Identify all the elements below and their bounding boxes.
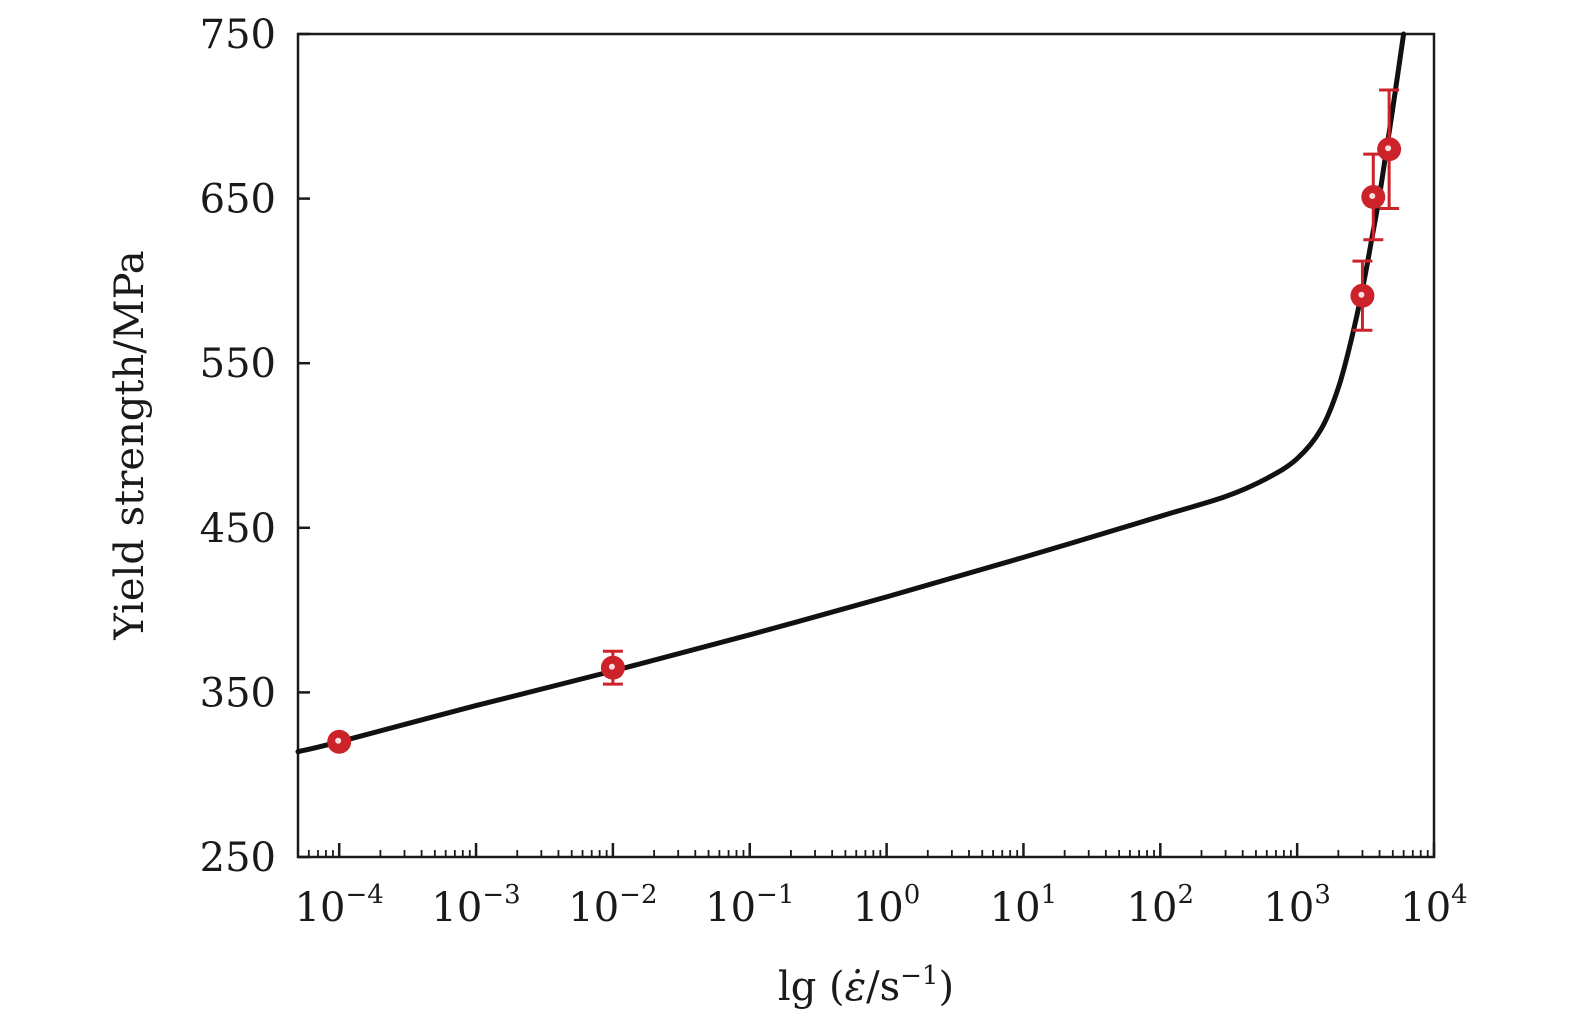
x-tick-base: 10 <box>1263 885 1314 931</box>
y-tick-label: 350 <box>200 670 276 716</box>
x-tick-label: 10−4 <box>295 880 384 931</box>
x-tick-base: 10 <box>853 885 904 931</box>
x-tick-exponent: −1 <box>756 880 794 910</box>
y-tick-label: 450 <box>200 506 276 552</box>
y-tick-label: 650 <box>200 177 276 223</box>
x-tick-exponent: 3 <box>1314 880 1331 910</box>
data-point-highlight <box>335 737 342 744</box>
data-point-highlight <box>1385 145 1392 152</box>
x-axis-title-unit-exponent: −1 <box>900 961 938 991</box>
x-axis-title: lg (ε̇/s−1) <box>778 961 954 1010</box>
x-tick-label: 103 <box>1263 880 1330 931</box>
x-axis-title-suffix: ) <box>938 964 954 1010</box>
x-tick-base: 10 <box>990 885 1041 931</box>
series-layer <box>295 31 1407 755</box>
x-tick-exponent: 0 <box>904 880 921 910</box>
x-tick-exponent: 1 <box>1041 880 1058 910</box>
fit-line <box>295 31 1407 755</box>
data-point-highlight <box>1369 192 1376 199</box>
x-axis-title-unit: /s <box>866 964 900 1010</box>
x-tick-base: 10 <box>295 885 346 931</box>
y-axis-title: Yield strength/MPa <box>107 250 153 640</box>
x-tick-label: 102 <box>1127 880 1194 931</box>
x-tick-base: 10 <box>568 885 619 931</box>
x-tick-base: 10 <box>431 885 482 931</box>
data-point-group <box>327 729 352 754</box>
y-tick-label: 250 <box>200 835 276 881</box>
plot-frame <box>296 32 1436 859</box>
x-tick-exponent: −3 <box>482 880 520 910</box>
y-tick-labels: 250 350 450 550 650 750 <box>200 12 276 881</box>
x-tick-exponent: −2 <box>619 880 657 910</box>
data-point-highlight <box>608 663 615 670</box>
y-tick-label: 550 <box>200 341 276 387</box>
x-tick-base: 10 <box>1400 885 1451 931</box>
x-tick-base: 10 <box>1127 885 1178 931</box>
x-tick-labels: 10−4 10−3 10−2 10−1 100 101 102 103 104 <box>295 880 1468 931</box>
data-point-group <box>1361 152 1386 242</box>
x-tick-label: 100 <box>853 880 920 931</box>
x-tick-exponent: 2 <box>1177 880 1194 910</box>
y-tick-label: 750 <box>200 12 276 58</box>
x-tick-label: 101 <box>990 880 1057 931</box>
x-tick-label: 10−1 <box>705 880 794 931</box>
x-axis-title-symbol: ε̇ <box>845 964 866 1010</box>
x-tick-exponent: 4 <box>1451 880 1468 910</box>
x-tick-label: 104 <box>1400 880 1467 931</box>
data-point-group <box>600 649 625 686</box>
x-tick-label: 10−2 <box>568 880 657 931</box>
x-tick-base: 10 <box>705 885 756 931</box>
data-point-highlight <box>1358 291 1365 298</box>
x-axis-title-prefix: lg ( <box>778 964 845 1010</box>
data-point-group <box>1350 259 1375 332</box>
x-tick-exponent: −4 <box>345 880 383 910</box>
x-tick-label: 10−3 <box>431 880 520 931</box>
axis-ticks <box>297 32 1436 859</box>
data-point-group <box>1377 88 1402 210</box>
